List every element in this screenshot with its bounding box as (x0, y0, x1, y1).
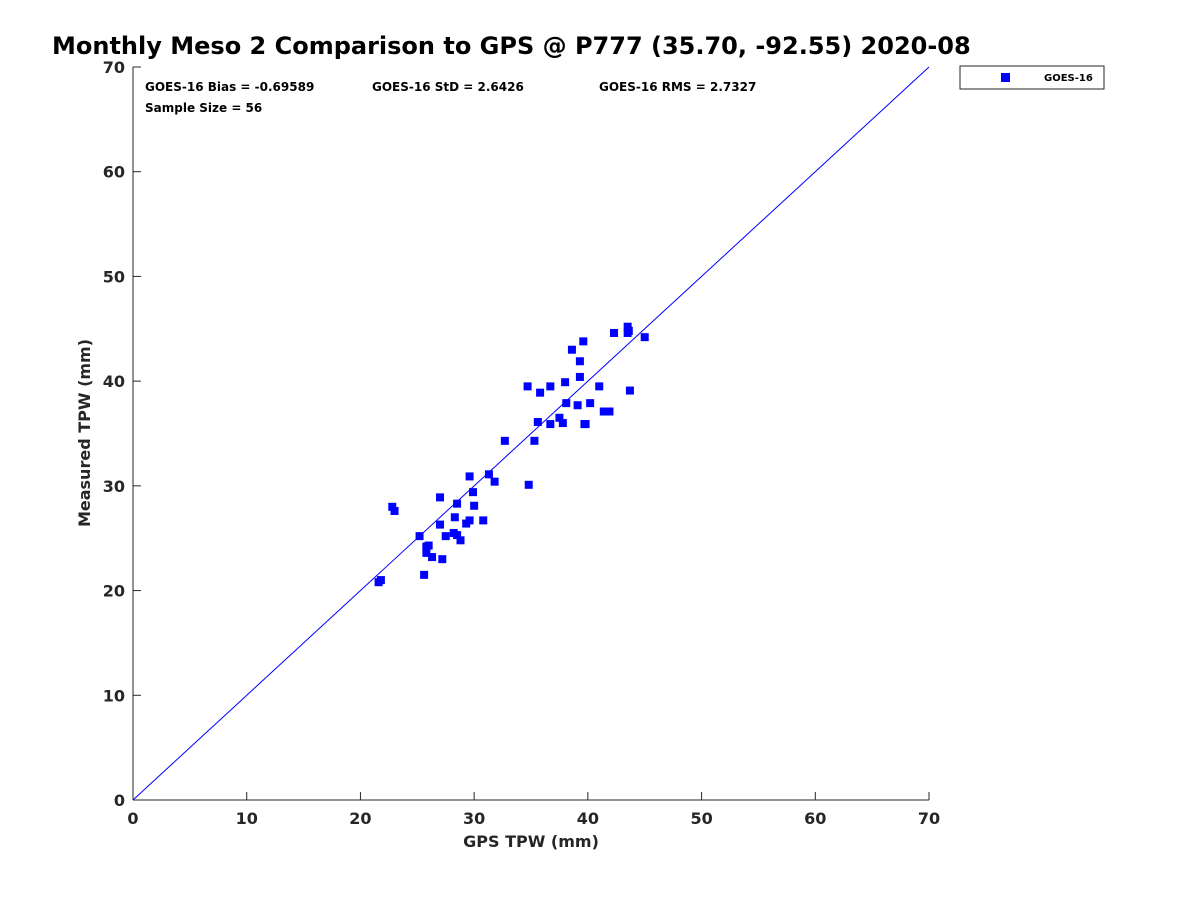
data-point (453, 531, 462, 540)
data-point (469, 488, 478, 497)
data-point (428, 553, 437, 562)
data-point (595, 382, 604, 391)
data-point (530, 436, 539, 445)
data-point (561, 378, 570, 387)
x-tick-label: 60 (804, 809, 826, 828)
data-point (586, 399, 595, 408)
data-point (470, 501, 479, 510)
data-point (500, 436, 509, 445)
y-tick-label: 30 (103, 477, 125, 496)
data-point (625, 386, 634, 395)
data-points (374, 322, 649, 587)
legend: GOES-16 (959, 65, 1105, 90)
data-point (573, 401, 582, 410)
data-point (490, 477, 499, 486)
data-point (555, 413, 564, 422)
legend-label-goes16: GOES-16 (1044, 73, 1093, 84)
data-point (424, 541, 433, 550)
x-tick-label: 50 (690, 809, 712, 828)
data-point (453, 499, 462, 508)
data-point (388, 502, 397, 511)
y-tick-label: 10 (103, 686, 125, 705)
x-tick-label: 40 (577, 809, 599, 828)
data-point (484, 470, 493, 479)
data-point (456, 536, 465, 545)
x-axis-label: GPS TPW (mm) (463, 832, 599, 851)
data-point (450, 513, 459, 522)
y-tick-label: 0 (114, 791, 125, 810)
x-tick-label: 0 (127, 809, 138, 828)
plot-area: 0 10 20 30 40 50 60 70 0 10 20 30 40 50 60 70 (103, 58, 940, 828)
data-point (420, 570, 429, 579)
data-point (581, 420, 590, 429)
data-point (438, 555, 447, 564)
data-point (376, 576, 385, 585)
data-point (605, 407, 614, 416)
y-tick-label: 60 (103, 163, 125, 182)
data-point (624, 326, 633, 335)
bias-annotation: GOES-16 Bias = -0.69589 (145, 80, 314, 94)
data-point (610, 328, 619, 337)
data-point (558, 419, 567, 428)
data-point (567, 345, 576, 354)
one-to-one-line (132, 66, 930, 801)
data-point (436, 520, 445, 529)
y-axis-label: Measured TPW (mm) (75, 339, 94, 527)
x-tick-label: 30 (463, 809, 485, 828)
std-annotation: GOES-16 StD = 2.6426 (372, 80, 524, 94)
y-tick-label: 70 (103, 58, 125, 77)
rms-annotation: GOES-16 RMS = 2.7327 (599, 80, 756, 94)
x-tick-label: 70 (918, 809, 940, 828)
data-point (465, 472, 474, 481)
y-tick-label: 40 (103, 372, 125, 391)
data-point (579, 337, 588, 346)
data-point (575, 357, 584, 366)
data-point (546, 382, 555, 391)
y-tick-label: 20 (103, 582, 125, 601)
data-point (575, 372, 584, 381)
data-point (441, 532, 450, 541)
legend-box (959, 65, 1105, 90)
y-tick-label: 50 (103, 267, 125, 286)
data-point (390, 506, 399, 515)
data-point (536, 388, 545, 397)
data-point (533, 417, 542, 426)
data-point (640, 333, 649, 342)
chart-title: Monthly Meso 2 Comparison to GPS @ P777 … (52, 32, 971, 60)
data-point (623, 322, 632, 331)
data-point (524, 480, 533, 489)
data-point (546, 420, 555, 429)
sample-size-annotation: Sample Size = 56 (145, 101, 262, 115)
data-point (562, 399, 571, 408)
data-point (436, 493, 445, 502)
data-point (465, 516, 474, 525)
data-point (422, 548, 431, 557)
data-point (599, 407, 608, 416)
legend-marker-square (1001, 73, 1010, 82)
x-axis-ticks: 0 10 20 30 40 50 60 70 (127, 792, 940, 828)
data-point (479, 516, 488, 525)
y-axis-ticks: 0 10 20 30 40 50 60 70 (103, 58, 141, 810)
x-tick-label: 10 (236, 809, 258, 828)
data-point (415, 532, 424, 541)
data-point (523, 382, 532, 391)
x-tick-label: 20 (349, 809, 371, 828)
